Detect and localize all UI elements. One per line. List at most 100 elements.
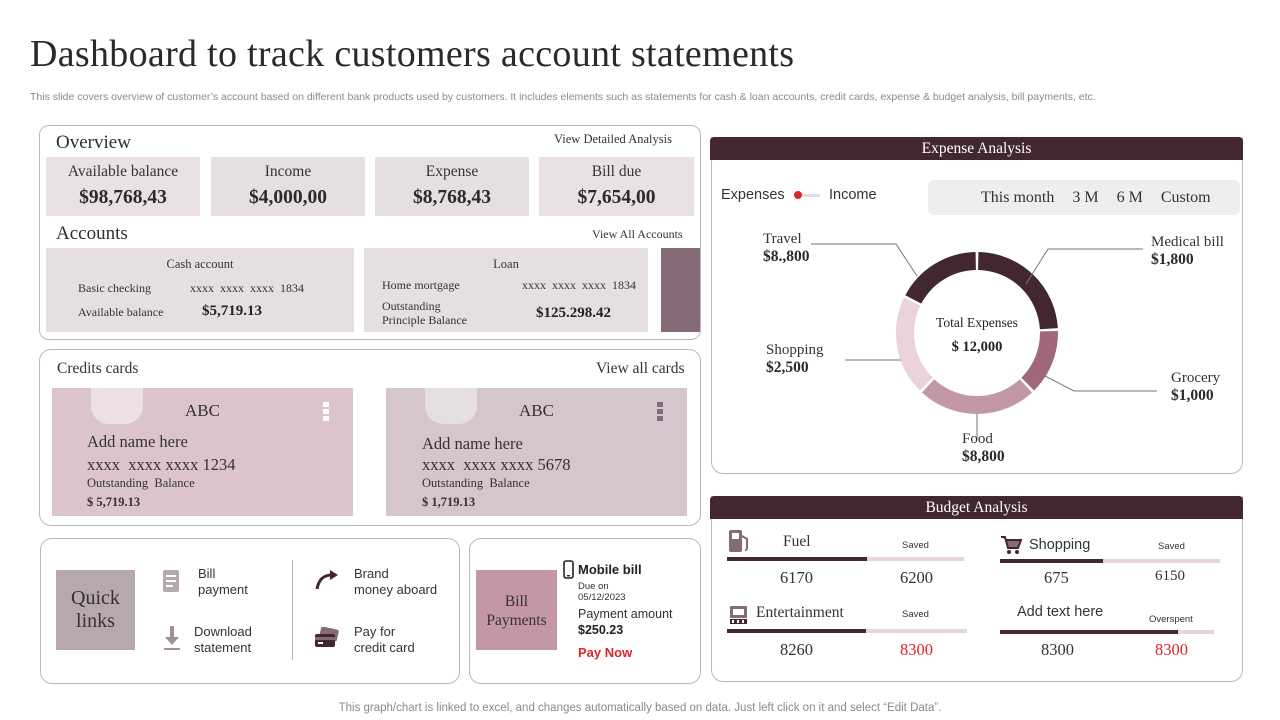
- budget-label-custom: Add text here: [1017, 604, 1104, 620]
- quick-link-line2: statement: [194, 640, 252, 655]
- pay-now-button[interactable]: Pay Now: [578, 645, 633, 660]
- credit-card-icon: [314, 627, 340, 649]
- callout-travel-label: Travel: [763, 231, 802, 247]
- income-toggle-label[interactable]: Income: [829, 187, 877, 203]
- view-detailed-analysis-link[interactable]: View Detailed Analysis: [554, 132, 672, 146]
- overview-tile-available-balance: Available balance $98,768,43: [46, 157, 200, 216]
- card-tab: [425, 388, 477, 424]
- credit-card[interactable]: ABC Add name here xxxx xxxx xxxx 1234 Ou…: [52, 388, 353, 516]
- budget-bar-shopping: [1000, 559, 1220, 563]
- due-on-label: Due on: [578, 581, 609, 592]
- card-bank-name: ABC: [519, 401, 554, 420]
- leader-line-medical: [1025, 248, 1143, 285]
- bill-payments-title-line1: Bill: [504, 593, 529, 610]
- budget-label-entertainment: Entertainment: [756, 604, 844, 621]
- footer-note: This graph/chart is linked to excel, and…: [338, 702, 942, 714]
- period-3m[interactable]: 3 M: [1072, 189, 1099, 206]
- download-icon: [163, 625, 181, 651]
- tile-value: $4,000,00: [249, 187, 327, 208]
- donut-segment-medical-bill[interactable]: [977, 252, 1058, 330]
- card-balance-label: Outstanding Balance: [87, 476, 195, 490]
- quick-link-pay-credit-card[interactable]: Pay for credit card: [312, 623, 442, 659]
- budget-spent-entertainment: 8260: [780, 640, 813, 659]
- card-balance-value: $ 1,719.13: [422, 495, 476, 509]
- view-all-cards-link[interactable]: View all cards: [596, 360, 685, 377]
- available-balance-label: Available balance: [78, 305, 164, 319]
- quick-links-title-line1: Quick: [71, 587, 120, 609]
- tile-label: Expense: [425, 163, 479, 180]
- donut-segments: [896, 252, 1058, 414]
- quick-link-line1: Pay for: [354, 624, 396, 639]
- quick-link-download-statement[interactable]: Download statement: [160, 623, 270, 659]
- bill-icon: [162, 569, 180, 593]
- quick-links-divider: [292, 560, 293, 660]
- accounts-scroll-indicator[interactable]: [661, 248, 700, 332]
- quick-link-line1: Bill: [198, 566, 216, 581]
- mobile-phone-icon: [563, 560, 574, 579]
- budget-analysis-title: Budget Analysis: [710, 496, 1243, 519]
- payment-amount-value: $250.23: [578, 623, 624, 637]
- tile-label: Bill due: [591, 163, 642, 180]
- payment-amount-label: Payment amount: [578, 607, 673, 621]
- budget-spent-custom: 8300: [1041, 640, 1074, 659]
- budget-bar-custom: [1000, 630, 1214, 634]
- donut-segment-food[interactable]: [921, 379, 1033, 414]
- budget-bar-fill: [727, 557, 867, 561]
- callout-food-value: $8,800: [962, 448, 1005, 465]
- tile-label: Available balance: [67, 163, 179, 180]
- quick-link-line1: Download: [194, 624, 252, 639]
- fuel-icon: [727, 528, 751, 554]
- callout-grocery-label: Grocery: [1171, 370, 1221, 386]
- quick-link-bill-payment[interactable]: Bill payment: [160, 565, 270, 601]
- callout-shopping-value: $2,500: [766, 359, 809, 376]
- card-number: xxxx xxxx xxxx 5678: [422, 455, 571, 474]
- card-menu-icon[interactable]: [323, 402, 329, 423]
- callout-medical-label: Medical bill: [1151, 234, 1224, 250]
- donut-segment-grocery[interactable]: [1021, 330, 1058, 391]
- budget-label-shopping: Shopping: [1029, 537, 1091, 553]
- budget-status-shopping: Saved: [1158, 541, 1185, 552]
- card-menu-icon[interactable]: [657, 402, 663, 423]
- quick-links-title-box: Quick links: [56, 570, 135, 650]
- tile-value: $98,768,43: [79, 187, 167, 208]
- card-balance-value: $ 5,719.13: [87, 495, 141, 509]
- view-all-accounts-link[interactable]: View All Accounts: [592, 227, 683, 241]
- budget-analysis-panel: [711, 496, 1243, 682]
- donut-segment-shopping[interactable]: [896, 297, 933, 391]
- budget-status-fuel: Saved: [902, 540, 929, 551]
- basic-checking-number: xxxx xxxx xxxx 1834: [190, 281, 304, 295]
- expenses-toggle-label[interactable]: Expenses: [721, 187, 785, 203]
- budget-spent-fuel: 6170: [780, 568, 813, 587]
- period-custom[interactable]: Custom: [1160, 189, 1211, 206]
- period-6m[interactable]: 6 M: [1116, 189, 1143, 206]
- accounts-heading: Accounts: [56, 223, 128, 244]
- period-selector: This month 3 M 6 M Custom: [928, 180, 1240, 215]
- expense-income-toggle[interactable]: [794, 191, 820, 199]
- outstanding-label-line2: Principle Balance: [382, 313, 467, 327]
- credit-card[interactable]: ABC Add name here xxxx xxxx xxxx 5678 Ou…: [386, 388, 687, 516]
- budget-label-fuel: Fuel: [783, 533, 811, 550]
- principle-balance-value: $125.298.42: [536, 305, 611, 321]
- transfer-arrow-icon: [314, 569, 340, 591]
- cash-account-card[interactable]: Cash account Basic checking xxxx xxxx xx…: [46, 248, 354, 332]
- toggle-knob: [794, 191, 802, 199]
- cinema-icon: [728, 604, 750, 626]
- basic-checking-label: Basic checking: [78, 281, 151, 295]
- credit-cards-heading: Credits cards: [57, 360, 139, 377]
- quick-links-title-line2: links: [76, 610, 115, 632]
- budget-bar-fill: [1000, 559, 1104, 563]
- due-date: 05/12/2023: [578, 592, 626, 603]
- budget-bar-fuel: [727, 557, 964, 561]
- card-holder-name: Add name here: [87, 432, 188, 451]
- budget-status-entertainment: Saved: [902, 609, 929, 620]
- quick-link-brand-money-aboard[interactable]: Brand money aboard: [312, 565, 442, 601]
- budget-amount-custom: 8300: [1155, 640, 1188, 659]
- budget-amount-fuel: 6200: [900, 568, 933, 587]
- loan-account-card[interactable]: Loan Home mortgage xxxx xxxx xxxx 1834 O…: [364, 248, 648, 332]
- expense-analysis-title: Expense Analysis: [710, 137, 1243, 160]
- loan-title: Loan: [493, 257, 519, 271]
- callout-medical-value: $1,800: [1151, 251, 1194, 268]
- period-this-month[interactable]: This month: [981, 189, 1055, 206]
- quick-link-line1: Brand: [354, 566, 389, 581]
- donut-segment-travel[interactable]: [905, 252, 977, 304]
